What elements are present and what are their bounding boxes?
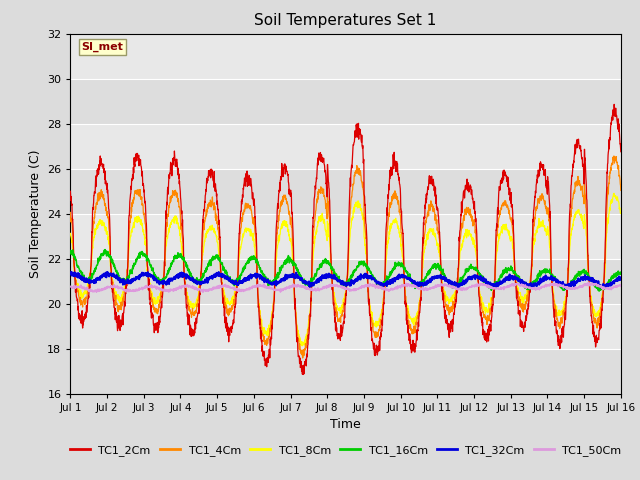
Y-axis label: Soil Temperature (C): Soil Temperature (C) bbox=[29, 149, 42, 278]
Title: Soil Temperatures Set 1: Soil Temperatures Set 1 bbox=[255, 13, 436, 28]
X-axis label: Time: Time bbox=[330, 418, 361, 431]
Bar bbox=[70, 348, 621, 394]
Legend: TC1_2Cm, TC1_4Cm, TC1_8Cm, TC1_16Cm, TC1_32Cm, TC1_50Cm: TC1_2Cm, TC1_4Cm, TC1_8Cm, TC1_16Cm, TC1… bbox=[65, 440, 626, 460]
Bar bbox=[70, 259, 621, 303]
Bar bbox=[70, 79, 621, 123]
Bar bbox=[70, 168, 621, 214]
Text: SI_met: SI_met bbox=[81, 42, 124, 52]
